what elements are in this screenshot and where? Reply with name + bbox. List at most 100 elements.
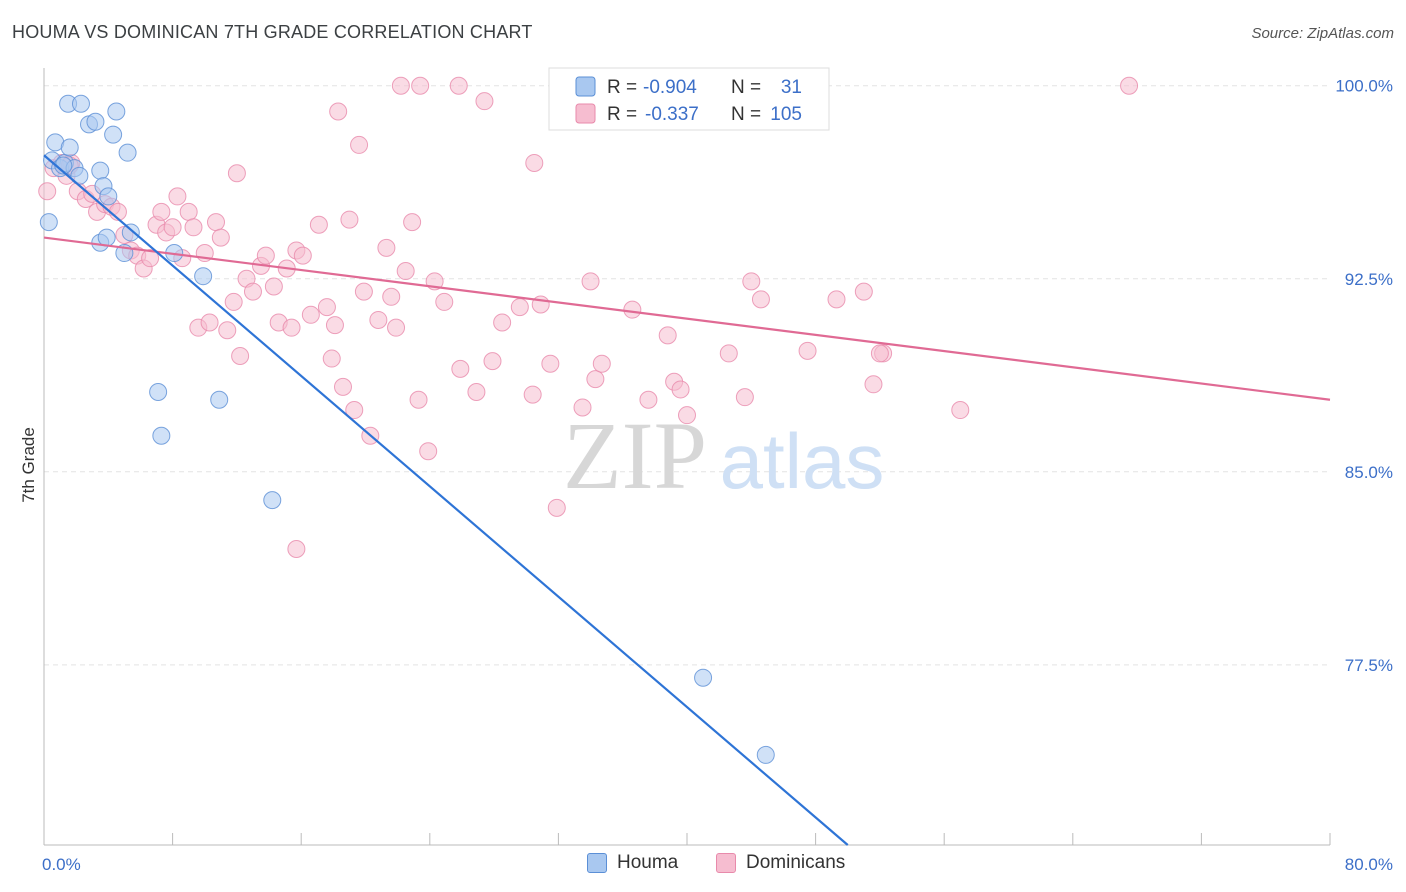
- dominican-point: [475, 92, 494, 111]
- dominican-point: [184, 218, 203, 237]
- dominican-point: [377, 238, 396, 257]
- legend-bottom-houma-label: Houma: [617, 852, 679, 873]
- dominican-point: [301, 305, 320, 324]
- houma-point: [194, 267, 213, 286]
- dominican-point: [581, 272, 600, 291]
- dominican-point: [231, 346, 250, 365]
- houma-point: [104, 125, 123, 144]
- dominican-point: [419, 442, 438, 461]
- x-tick-label: 80.0%: [1345, 855, 1393, 874]
- dominican-point: [38, 182, 57, 201]
- houma-point: [99, 187, 118, 206]
- dominican-point: [592, 354, 611, 373]
- houma-point: [756, 745, 775, 764]
- houma-point: [118, 143, 137, 162]
- dominican-point: [951, 401, 970, 420]
- dominican-point: [224, 292, 243, 311]
- legend-houma-r-label: R =: [607, 77, 637, 98]
- dominican-point: [854, 282, 873, 301]
- dominican-point: [382, 287, 401, 306]
- dominican-point: [340, 210, 359, 229]
- houma-point: [107, 102, 126, 121]
- dominican-point: [573, 398, 592, 417]
- dominican-point: [329, 102, 348, 121]
- dominican-point: [671, 380, 690, 399]
- y-tick-labels: 77.5% 85.0% 92.5% 100.0%: [1335, 77, 1393, 675]
- houma-point: [210, 390, 229, 409]
- legend-dominican-n-value: 105: [770, 104, 802, 125]
- watermark-atlas: atlas: [720, 417, 885, 505]
- dominican-point: [141, 249, 160, 268]
- legend-houma-n-label: N =: [731, 77, 761, 98]
- chart-title: HOUMA VS DOMINICAN 7TH GRADE CORRELATION…: [12, 22, 533, 42]
- dominican-point: [256, 246, 275, 265]
- legend-bottom-dominicans: Dominicans: [716, 852, 845, 874]
- dominican-point: [350, 135, 369, 154]
- houma-point: [152, 426, 171, 445]
- dominican-point: [152, 202, 171, 221]
- dominican-point: [798, 341, 817, 360]
- dominican-point: [658, 326, 677, 345]
- y-tick-label: 85.0%: [1345, 463, 1393, 482]
- dominican-point: [287, 540, 306, 559]
- dominican-point: [510, 298, 529, 317]
- dominican-point: [369, 310, 388, 329]
- dominican-point: [1120, 76, 1139, 95]
- dominican-point: [322, 349, 341, 368]
- dominican-point: [345, 401, 364, 420]
- dominican-point: [218, 321, 237, 340]
- dominican-point: [623, 300, 642, 319]
- houma-point: [60, 138, 79, 157]
- dominican-point: [282, 318, 301, 337]
- dominican-point: [243, 282, 262, 301]
- dominican-point: [547, 498, 566, 517]
- houma-point: [263, 491, 282, 510]
- dominican-point: [354, 282, 373, 301]
- dominican-point: [719, 344, 738, 363]
- trendlines: [43, 154, 1331, 846]
- y-tick-label: 92.5%: [1345, 270, 1393, 289]
- legend-box: [548, 67, 830, 131]
- dominican-point: [387, 318, 406, 337]
- dominican-point: [435, 292, 454, 311]
- dominican-point: [870, 344, 889, 363]
- dominican-point: [317, 298, 336, 317]
- dominican-point: [409, 390, 428, 409]
- dominican-point: [396, 262, 415, 281]
- dominican-point: [200, 313, 219, 332]
- dominican-point: [325, 316, 344, 335]
- dominican-point: [293, 246, 312, 265]
- dominican-point: [309, 215, 328, 234]
- dominican-point: [639, 390, 658, 409]
- dominican-point: [207, 213, 226, 232]
- dominican-points: [38, 76, 1139, 559]
- legend-bottom-houma-swatch: [587, 853, 607, 873]
- legend-houma-r-value: -0.904: [643, 77, 697, 98]
- legend-bottom-houma: Houma: [587, 852, 678, 874]
- dominican-point: [227, 164, 246, 183]
- legend-dominican-r-label: R =: [607, 104, 637, 125]
- dominican-point: [483, 352, 502, 371]
- legend-bottom-dominicans-label: Dominicans: [746, 852, 846, 873]
- dominican-point: [525, 153, 544, 172]
- dominican-point: [264, 277, 283, 296]
- dominican-point: [586, 370, 605, 389]
- dominican-point: [678, 406, 696, 425]
- dominican-point: [168, 187, 187, 206]
- dominican-point: [735, 388, 754, 407]
- dominican-point: [179, 202, 198, 221]
- dominican-point: [541, 354, 560, 373]
- legend-bottom-dominicans-swatch: [716, 853, 736, 873]
- dominican-point: [163, 218, 182, 237]
- source-credit: Source: ZipAtlas.com: [1251, 25, 1394, 42]
- x-tick-label: 0.0%: [42, 855, 81, 874]
- y-tick-label: 77.5%: [1345, 656, 1393, 675]
- y-tick-label: 100.0%: [1335, 77, 1393, 96]
- houma-point: [121, 223, 140, 242]
- houma-point: [71, 94, 90, 113]
- x-tick-labels: 0.0% 80.0%: [42, 855, 1393, 874]
- houma-point: [97, 228, 116, 247]
- legend-bottom: Houma Dominicans: [0, 852, 1406, 878]
- dominican-point: [211, 228, 230, 247]
- dominican-trendline: [43, 236, 1331, 401]
